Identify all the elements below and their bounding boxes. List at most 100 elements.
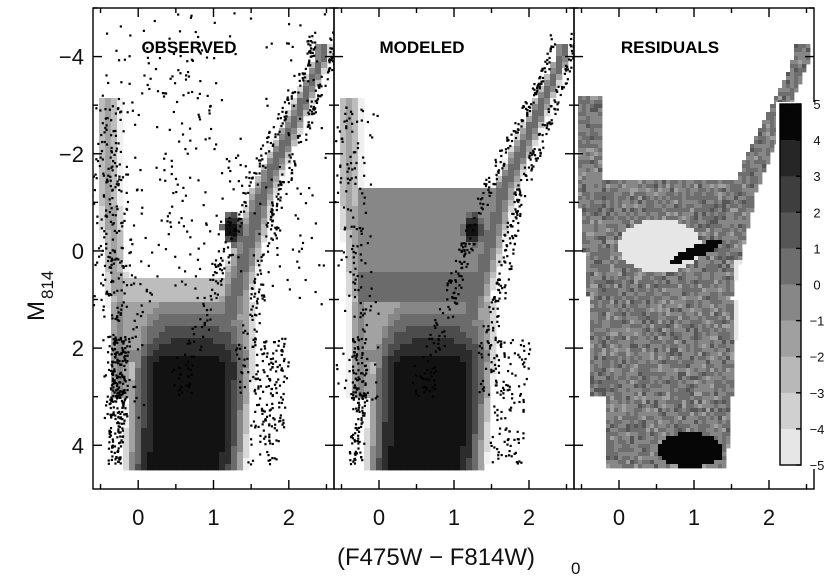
density-cell: [105, 140, 112, 147]
density-cell: [358, 290, 365, 297]
residual-cell: [650, 268, 655, 273]
residual-cell: [702, 380, 707, 385]
residual-cell: [626, 364, 631, 369]
residual-cell: [714, 324, 719, 329]
density-cell: [117, 284, 124, 291]
density-cell: [562, 50, 569, 57]
residual-cell: [630, 388, 635, 393]
density-cell: [544, 86, 551, 93]
density-cell: [111, 182, 118, 189]
residual-cell: [590, 348, 595, 353]
residual-cell: [590, 364, 595, 369]
density-cell: [135, 464, 142, 471]
residual-cell: [666, 216, 671, 221]
density-cell: [436, 194, 443, 201]
residual-cell: [722, 340, 727, 345]
residual-cell: [662, 300, 667, 305]
density-cell: [346, 338, 353, 345]
density-cell: [189, 446, 196, 453]
residual-cell: [614, 284, 619, 289]
density-cell: [207, 380, 214, 387]
residual-cell: [678, 392, 683, 397]
density-cell: [231, 242, 238, 249]
residual-cell: [646, 240, 651, 245]
residual-cell: [694, 252, 699, 257]
residual-cell: [674, 268, 679, 273]
density-cell: [388, 362, 395, 369]
residual-cell: [670, 340, 675, 345]
residual-cell: [718, 420, 723, 425]
density-cell: [448, 338, 455, 345]
density-cell: [454, 320, 461, 327]
density-cell: [171, 428, 178, 435]
residual-cell: [738, 248, 743, 253]
residual-cell: [634, 260, 639, 265]
density-cell: [291, 128, 298, 135]
density-cell: [231, 296, 238, 303]
residual-cell: [646, 268, 651, 273]
density-cell: [358, 356, 365, 363]
density-cell: [412, 368, 419, 375]
residual-cell: [582, 136, 587, 141]
residual-cell: [690, 348, 695, 353]
density-cell: [370, 446, 377, 453]
density-cell: [117, 212, 124, 219]
density-cell: [472, 194, 479, 201]
residual-cell: [622, 320, 627, 325]
density-cell: [340, 116, 347, 123]
residual-cell: [686, 392, 691, 397]
density-cell: [147, 422, 154, 429]
density-cell: [207, 404, 214, 411]
residual-cell: [634, 404, 639, 409]
density-cell: [478, 284, 485, 291]
density-cell: [466, 212, 473, 219]
density-cell: [165, 296, 172, 303]
residual-cell: [698, 368, 703, 373]
density-cell: [219, 386, 226, 393]
density-cell: [189, 416, 196, 423]
residual-cell: [734, 268, 739, 273]
residual-cell: [794, 48, 799, 53]
density-cell: [364, 338, 371, 345]
density-cell: [466, 296, 473, 303]
residual-cell: [786, 96, 791, 101]
density-cell: [454, 344, 461, 351]
density-cell: [490, 194, 497, 201]
residual-cell: [630, 372, 635, 377]
density-cell: [370, 320, 377, 327]
residual-cell: [602, 204, 607, 209]
density-cell: [225, 278, 232, 285]
residual-cell: [590, 368, 595, 373]
residual-cell: [722, 252, 727, 257]
residual-cell: [666, 408, 671, 413]
density-cell: [129, 392, 136, 399]
density-cell: [388, 380, 395, 387]
density-cell: [321, 62, 328, 69]
density-cell: [358, 386, 365, 393]
residual-cell: [610, 220, 615, 225]
density-cell: [544, 74, 551, 81]
residual-cell: [658, 360, 663, 365]
residual-cell: [758, 168, 763, 173]
residual-cell: [602, 208, 607, 213]
residual-cell: [698, 288, 703, 293]
density-cell: [478, 224, 485, 231]
density-cell: [231, 320, 238, 327]
residual-cell: [670, 320, 675, 325]
density-cell: [243, 404, 250, 411]
density-cell: [340, 230, 347, 237]
residual-cell: [630, 308, 635, 313]
density-cell: [466, 218, 473, 225]
density-cell: [237, 230, 244, 237]
density-cell: [99, 134, 106, 141]
density-cell: [382, 314, 389, 321]
density-cell: [382, 350, 389, 357]
density-cell: [129, 308, 136, 315]
density-cell: [478, 254, 485, 261]
density-cell: [111, 146, 118, 153]
residual-cell: [718, 332, 723, 337]
residual-cell: [770, 128, 775, 133]
residual-cell: [654, 392, 659, 397]
residual-cell: [698, 216, 703, 221]
residual-cell: [634, 232, 639, 237]
